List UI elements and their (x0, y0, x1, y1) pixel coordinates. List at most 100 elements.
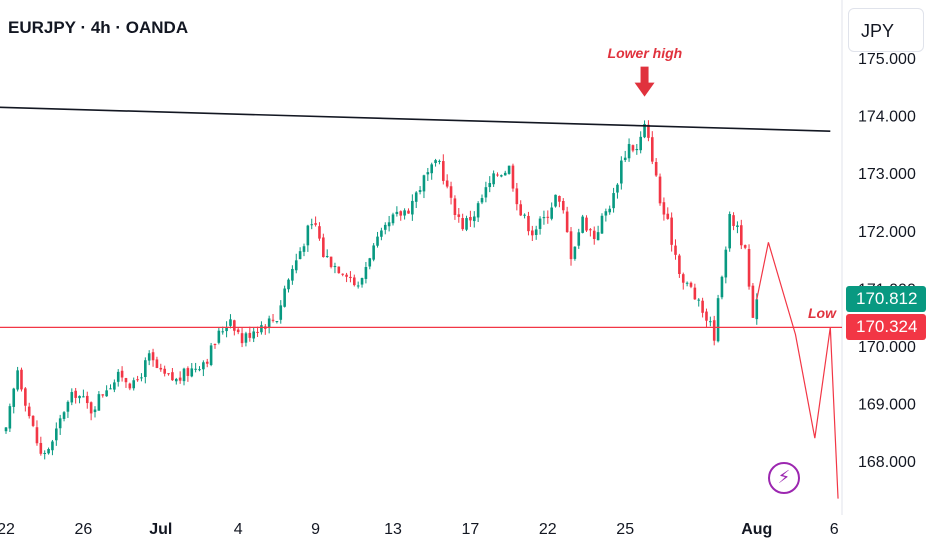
candle-body (213, 344, 217, 346)
candle-body (113, 382, 116, 390)
candle-body (736, 225, 739, 228)
candle-body (120, 370, 124, 378)
candle-body (51, 441, 54, 451)
candle-body (716, 298, 720, 342)
candle-body (496, 174, 499, 176)
candle-body (186, 368, 190, 376)
currency-button[interactable]: JPY (848, 8, 924, 52)
candles (4, 120, 759, 460)
candle-body (407, 210, 410, 214)
candle-body (4, 427, 8, 432)
candle-body (531, 230, 534, 236)
candle-body (322, 237, 325, 258)
candle-body (592, 230, 596, 240)
candle-body (650, 137, 654, 162)
candle-body (178, 377, 182, 381)
candle-body (275, 321, 279, 323)
candle-body (438, 160, 441, 162)
candle-body (484, 187, 488, 198)
candle-body (503, 172, 507, 176)
candle-body (755, 299, 759, 320)
candle-body (740, 225, 743, 246)
candle-body (747, 249, 751, 287)
candle-body (658, 176, 662, 204)
candle-body (674, 245, 677, 255)
candle-body (97, 394, 101, 411)
candle-body (554, 194, 557, 207)
candle-body (229, 319, 232, 326)
candle-body (616, 184, 619, 193)
candle-body (349, 276, 352, 279)
x-tick-label: 9 (311, 521, 320, 538)
candle-body (205, 361, 209, 364)
x-tick-label: 6 (830, 521, 839, 538)
candle-body (240, 333, 244, 344)
candle-body (298, 251, 302, 260)
candle-body (364, 267, 368, 279)
candle-body (341, 273, 344, 275)
candle-body (701, 300, 704, 313)
candle-body (442, 161, 445, 181)
candle-body (356, 285, 360, 287)
candle-body (55, 428, 58, 441)
y-tick-label: 174.000 (858, 109, 916, 126)
candle-body (310, 224, 314, 226)
candle-body (291, 268, 294, 281)
candle-body (372, 245, 375, 260)
candle-body (542, 217, 546, 219)
candle-body (333, 266, 337, 268)
candle-body (24, 388, 27, 406)
candle-body (70, 392, 74, 403)
candle-body (693, 287, 697, 300)
candle-body (345, 274, 348, 277)
candle-body (27, 406, 31, 417)
candle-body (635, 148, 639, 151)
candle-body (391, 214, 395, 224)
x-tick-label: 26 (75, 521, 93, 538)
candle-body (194, 368, 197, 370)
lightning-icon[interactable]: ⚡ (768, 462, 800, 494)
candle-body (720, 276, 724, 298)
candle-body (85, 395, 89, 404)
candle-body (712, 320, 716, 341)
candle-body (403, 210, 406, 216)
candle-body (662, 202, 666, 215)
candle-body (116, 371, 120, 382)
candle-body (681, 274, 685, 283)
candle-body (546, 216, 550, 218)
candle-body (511, 165, 515, 189)
y-tick-label: 168.000 (858, 454, 916, 471)
candle-body (43, 453, 46, 455)
candle-body (190, 368, 194, 377)
candle-body (47, 449, 50, 454)
candle-body (399, 211, 403, 216)
candle-body (353, 277, 356, 286)
candle-body (639, 136, 642, 151)
candle-body (596, 232, 600, 241)
x-tick-label: 13 (384, 521, 402, 538)
candle-body (411, 200, 414, 215)
candle-body (585, 217, 588, 231)
candle-body (434, 160, 437, 164)
candle-body (534, 229, 538, 235)
candle-body (260, 325, 263, 333)
candle-body (697, 299, 701, 301)
candle-body (66, 401, 70, 412)
candle-body (314, 223, 317, 225)
candle-body (318, 226, 321, 239)
low-annotation: Low (808, 305, 836, 322)
candle-body (709, 321, 712, 323)
candle-body (167, 373, 170, 375)
candle-body (31, 415, 35, 426)
candle-body (244, 333, 248, 343)
candle-body (387, 222, 391, 227)
candle-body (445, 180, 449, 187)
candle-body (500, 175, 503, 177)
candle-body (225, 327, 228, 332)
candle-body (689, 282, 693, 287)
candle-body (306, 225, 310, 246)
candle-body (82, 396, 85, 398)
y-tick-label: 169.000 (858, 397, 916, 414)
candle-body (132, 380, 136, 389)
